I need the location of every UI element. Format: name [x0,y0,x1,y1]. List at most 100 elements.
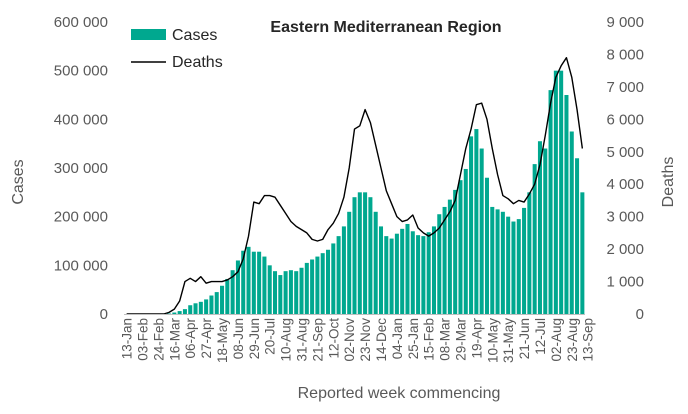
cases-bar [554,71,558,314]
y2-tick-label: 4 000 [606,176,644,193]
chart-title: Eastern Mediterranean Region [270,19,501,36]
cases-bar [379,226,383,314]
cases-bar [496,209,500,314]
cases-bar [289,270,293,314]
y2-tick-label: 7 000 [606,79,644,96]
cases-bar [501,212,505,314]
y-tick-label: 500 000 [54,63,108,80]
cases-bar [416,235,420,314]
cases-bars [167,71,584,314]
cases-bar [421,236,425,314]
x-tick-label: 02-Nov [342,318,357,362]
cases-bar [310,259,314,314]
y2-tick-label: 1 000 [606,274,644,291]
cases-bar [527,192,531,314]
x-tick-label: 19-Apr [469,318,484,359]
cases-bar [172,313,176,314]
cases-bar [278,275,282,314]
y2-axis-title: Deaths [660,157,677,208]
x-tick-label: 10-Aug [279,318,294,362]
y2-tick-label: 9 000 [606,14,644,31]
y-axis-title: Cases [10,159,27,204]
y2-tick-label: 5 000 [606,144,644,161]
cases-bar [384,236,388,314]
x-tick-label: 03-Feb [136,318,151,361]
x-tick-label: 18-May [215,318,230,363]
x-tick-label: 24-Feb [151,318,166,361]
cases-bar [262,257,266,314]
cases-bar [204,299,208,314]
cases-bar [374,212,378,314]
cases-bar [559,71,563,314]
y2-tick-label: 3 000 [606,209,644,226]
y2-tick-label: 2 000 [606,241,644,258]
cases-bar [432,226,436,314]
x-tick-label: 31-May [501,318,516,363]
cases-bar [315,257,319,314]
cases-bar [517,219,521,314]
cases-bar [194,303,198,314]
x-tick-label: 31-Aug [295,318,310,362]
cases-bar [543,149,547,314]
x-tick-label: 25-Jan [406,318,421,359]
x-tick-label: 29-Mar [453,318,468,361]
y-tick-label: 600 000 [54,14,108,31]
x-tick-label: 12-Jul [533,318,548,355]
cases-bar [511,222,515,314]
cases-bar [549,90,553,314]
cases-bar [368,197,372,314]
x-tick-label: 04-Jan [390,318,405,359]
y-tick-label: 200 000 [54,209,108,226]
cases-bar [188,305,192,314]
cases-bar [390,239,394,314]
cases-bar [347,212,351,314]
y-tick-label: 100 000 [54,257,108,274]
cases-bar [564,95,568,314]
cases-bar [480,149,484,314]
cases-bar [342,226,346,314]
x-tick-label: 21-Jun [517,318,532,359]
cases-bar [178,311,182,314]
cases-bar [448,200,452,314]
cases-bar [464,169,468,314]
cases-bar [305,263,309,314]
cases-bar [395,234,399,314]
x-tick-label: 27-Apr [199,318,214,359]
cases-bar [358,192,362,314]
x-tick-label: 15-Feb [422,318,437,361]
cases-bar [411,231,415,314]
x-axis-title: Reported week commencing [298,385,501,402]
cases-bar [405,224,409,314]
y2-tick-label: 8 000 [606,46,644,63]
legend-cases-label: Cases [172,27,217,44]
cases-bar [300,268,304,314]
cases-bar [506,217,510,314]
cases-bar [580,192,584,314]
cases-bar [363,192,367,314]
cases-bar [490,207,494,314]
cases-bar [225,279,229,314]
cases-bar [294,271,298,314]
cases-bar [522,208,526,314]
cases-bar [273,271,277,314]
legend-cases-swatch [131,29,166,40]
cases-bar [458,180,462,314]
cases-bar [209,296,213,314]
x-tick-label: 23-Aug [565,318,580,362]
x-tick-label: 29-Jun [247,318,262,359]
cases-bar [352,197,356,314]
x-tick-label: 20-Jul [263,318,278,355]
y-tick-label: 400 000 [54,111,108,128]
x-tick-label: 02-Aug [549,318,564,362]
cases-bar [427,232,431,314]
x-tick-label: 14-Dec [374,318,389,362]
cases-bar [400,229,404,314]
cases-bar [199,302,203,314]
y-tick-label: 0 [100,306,108,323]
cases-bar [331,243,335,314]
